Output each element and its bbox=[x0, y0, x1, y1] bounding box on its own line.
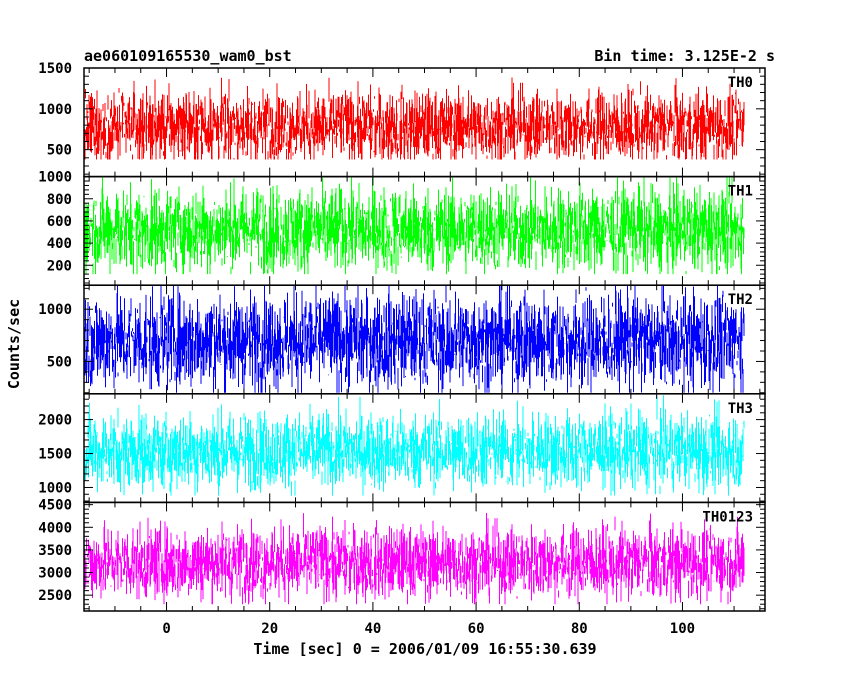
y-tick-label: 1000 bbox=[38, 170, 72, 186]
y-tick-label: 800 bbox=[47, 192, 72, 208]
y-tick-label: 1500 bbox=[38, 61, 72, 77]
series-line-th1 bbox=[83, 176, 745, 275]
panel-th0: 500 1000 1500 TH0 bbox=[38, 61, 766, 178]
bin-time-label: Bin time: 3.125E-2 s bbox=[594, 47, 775, 65]
y-tick-label: 2500 bbox=[38, 588, 72, 604]
series-line-th0123 bbox=[83, 512, 745, 605]
legend-th3: TH3 bbox=[728, 401, 753, 417]
legend-th0: TH0 bbox=[728, 75, 753, 91]
y-tick-label: 1000 bbox=[38, 302, 72, 318]
y-tick-label: 500 bbox=[47, 143, 72, 159]
panel-th3: 1000 1500 2000 TH3 bbox=[38, 393, 766, 504]
series-line-th2 bbox=[83, 285, 745, 393]
y-tick-label: 2000 bbox=[38, 413, 72, 429]
series-line-th0 bbox=[83, 77, 745, 160]
series-line-th3 bbox=[83, 395, 745, 496]
y-tick-label: 500 bbox=[47, 354, 72, 370]
x-tick-label: 0 bbox=[162, 621, 170, 637]
x-tick-labels: 0 20 40 60 80 100 bbox=[162, 621, 695, 637]
x-axis-title: Time [sec] 0 = 2006/01/09 16:55:30.639 bbox=[253, 640, 596, 658]
y-tick-label: 200 bbox=[47, 258, 72, 274]
legend-th1: TH1 bbox=[728, 184, 753, 200]
x-tick-label: 20 bbox=[261, 621, 278, 637]
x-tick-label: 80 bbox=[571, 621, 588, 637]
panel-th1: 200 400 600 800 1000 TH1 bbox=[38, 170, 766, 286]
panel-th0123: 2500 3000 3500 4000 4500 TH0123 bbox=[38, 498, 766, 612]
panels: 500 1000 1500 TH0 200 400 600 800 1000 TH1 500 1000… bbox=[38, 61, 766, 612]
y-axis-title: Counts/sec bbox=[5, 299, 23, 389]
x-tick-label: 100 bbox=[670, 621, 695, 637]
y-tick-label: 3500 bbox=[38, 543, 72, 559]
x-tick-label: 40 bbox=[364, 621, 381, 637]
chart-title: ae060109165530_wam0_bst bbox=[84, 47, 292, 65]
legend-th0123: TH0123 bbox=[702, 509, 753, 525]
y-tick-label: 3000 bbox=[38, 566, 72, 582]
y-tick-label: 1500 bbox=[38, 447, 72, 463]
y-tick-label: 600 bbox=[47, 214, 72, 230]
y-tick-label: 4000 bbox=[38, 520, 72, 536]
panel-th2: 500 1000 TH2 bbox=[38, 284, 766, 395]
y-tick-label: 4500 bbox=[38, 498, 72, 514]
legend-th2: TH2 bbox=[728, 292, 753, 308]
y-tick-label: 1000 bbox=[38, 102, 72, 118]
y-tick-label: 1000 bbox=[38, 480, 72, 496]
y-tick-label: 400 bbox=[47, 236, 72, 252]
x-tick-label: 60 bbox=[468, 621, 485, 637]
